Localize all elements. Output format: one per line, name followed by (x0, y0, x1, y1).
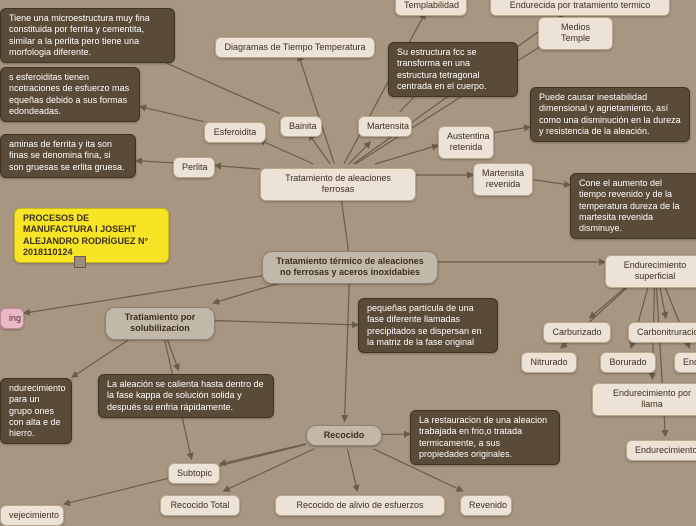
edge (533, 180, 570, 186)
node-carbonitrura[interactable]: Carbonitruracion (628, 322, 696, 343)
node-label: Borurado (609, 357, 646, 367)
node-bainita[interactable]: Bainita (280, 116, 322, 137)
node-nitrurado[interactable]: Nitrurado (521, 352, 577, 373)
node-revenido[interactable]: Revenido (460, 495, 512, 516)
node-templabilidad[interactable]: Templabilidad (395, 0, 467, 16)
node-label: Carburizado (552, 327, 601, 337)
node-restauracion[interactable]: La restauracion de una aleacion trabajad… (410, 410, 560, 465)
node-label: Endurecimiento (635, 445, 696, 455)
node-esferoidita[interactable]: Esferoidita (204, 122, 266, 143)
node-austentina[interactable]: Austentina retenida (438, 126, 494, 159)
node-medios[interactable]: Medios Temple (538, 17, 613, 50)
node-endurePor[interactable]: Endurecimiento por llama (592, 383, 696, 416)
node-label: Austentina retenida (447, 131, 490, 152)
node-carburizado[interactable]: Carburizado (543, 322, 611, 343)
node-particula[interactable]: pequeñas partícula de una fase diferente… (358, 298, 498, 353)
node-label: La aleación se calienta hasta dentro de … (107, 379, 264, 412)
node-label: Su estructura fcc se transforma en una e… (397, 47, 487, 91)
node-grupoAlta[interactable]: ndurecimiento para un grupo ones con alt… (0, 378, 72, 444)
edge (260, 140, 314, 164)
node-recocido[interactable]: Recocido (306, 425, 382, 446)
handle-square (74, 256, 86, 268)
edge (215, 166, 260, 169)
edge (224, 449, 314, 491)
edge (347, 449, 357, 491)
node-label: Nitrurado (530, 357, 567, 367)
node-label: Tratiamiento por solubilizacion (125, 312, 196, 333)
node-label: ndurecimiento para un grupo ones con alt… (9, 383, 66, 438)
edge (299, 55, 335, 164)
node-label: ing (9, 313, 21, 323)
node-tratTermico[interactable]: Tratamiento térmico de aleaciones no fer… (262, 251, 438, 284)
node-aumento[interactable]: Cone el aumento del tiempo revenido y de… (570, 173, 696, 239)
node-vejecimiento[interactable]: vejecimiento (0, 505, 64, 526)
node-label: Endurecimiento superficial (624, 260, 687, 281)
node-martRev[interactable]: Martensita revenida (473, 163, 533, 196)
node-perlita[interactable]: Perlita (173, 157, 215, 178)
node-label: Tratamiento térmico de aleaciones no fer… (276, 256, 424, 277)
node-martensita[interactable]: Martensita (358, 116, 412, 137)
edge (494, 127, 530, 133)
node-diagramas[interactable]: Diagramas de Tiempo Temperatura (215, 37, 375, 58)
node-label: Tratamiento de aleaciones ferrosas (285, 173, 391, 194)
node-label: Endurecimiento por llama (613, 388, 691, 409)
node-subtopic[interactable]: Subtopic (168, 463, 220, 484)
node-label: Recocido de alivio de esfuerzos (296, 500, 423, 510)
node-label: Recocido (324, 430, 365, 440)
node-label: Endurecimiento (683, 357, 696, 367)
node-endure2[interactable]: Endurecimiento (626, 440, 696, 461)
node-label: Subtopic (177, 468, 212, 478)
node-label: Bainita (289, 121, 317, 131)
node-label: Recocido Total (171, 500, 230, 510)
node-solubilizacion[interactable]: Tratiamiento por solubilizacion (105, 307, 215, 340)
node-label: Templabilidad (404, 0, 459, 10)
node-laminas[interactable]: aminas de ferrita y ita son finas se den… (0, 134, 136, 178)
node-label: PROCESOS DE MANUFACTURA I JOSEHT ALEJAND… (23, 213, 148, 257)
node-label: Perlita (182, 162, 208, 172)
edge (309, 134, 330, 164)
node-label: Endurecida por tratamiento termico (510, 0, 651, 10)
node-esferoidita_desc[interactable]: s esferoiditas tienen ncetraciones de es… (0, 67, 140, 122)
edge (215, 321, 358, 325)
node-label: aminas de ferrita y ita son finas se den… (9, 139, 125, 172)
node-en[interactable]: Endurecimiento (674, 352, 696, 373)
node-tratFerrosas[interactable]: Tratamiento de aleaciones ferrosas (260, 168, 416, 201)
node-label: Medios Temple (561, 22, 590, 43)
node-label: Martensita revenida (482, 168, 524, 189)
node-procesos[interactable]: PROCESOS DE MANUFACTURA I JOSEHT ALEJAND… (14, 208, 169, 263)
node-label: Carbonitruracion (637, 327, 696, 337)
node-recocidoAlivio[interactable]: Recocido de alivio de esfuerzos (275, 495, 445, 516)
node-endurecida[interactable]: Endurecida por tratamiento termico (490, 0, 670, 16)
node-label: Diagramas de Tiempo Temperatura (225, 42, 366, 52)
node-label: vejecimiento (9, 510, 59, 520)
node-endureSup[interactable]: Endurecimiento superficial (605, 255, 696, 288)
node-fcc[interactable]: Su estructura fcc se transforma en una e… (388, 42, 518, 97)
node-recocidoTotal[interactable]: Recocido Total (160, 495, 240, 516)
node-inestable[interactable]: Puede causar inestabilidad dimensional y… (530, 87, 690, 142)
node-label: Tiene una microestructura muy fina const… (9, 13, 150, 57)
node-borurado[interactable]: Borurado (600, 352, 656, 373)
node-label: Esferoidita (214, 127, 257, 137)
node-label: Puede causar inestabilidad dimensional y… (539, 92, 681, 136)
node-kappa[interactable]: La aleación se calienta hasta dentro de … (98, 374, 274, 418)
node-microfina[interactable]: Tiene una microestructura muy fina const… (0, 8, 175, 63)
edge (72, 335, 136, 377)
node-label: Martensita (367, 121, 409, 131)
node-label: pequeñas partícula de una fase diferente… (367, 303, 482, 347)
node-ing[interactable]: ing (0, 308, 24, 329)
node-label: Cone el aumento del tiempo revenido y de… (579, 178, 680, 233)
edge (375, 145, 438, 164)
edge (140, 107, 204, 122)
edge (220, 444, 306, 464)
edge (344, 277, 349, 421)
node-label: Revenido (469, 500, 507, 510)
node-label: s esferoiditas tienen ncetraciones de es… (9, 72, 129, 116)
node-label: La restauracion de una aleacion trabajad… (419, 415, 547, 459)
edge (136, 161, 173, 163)
